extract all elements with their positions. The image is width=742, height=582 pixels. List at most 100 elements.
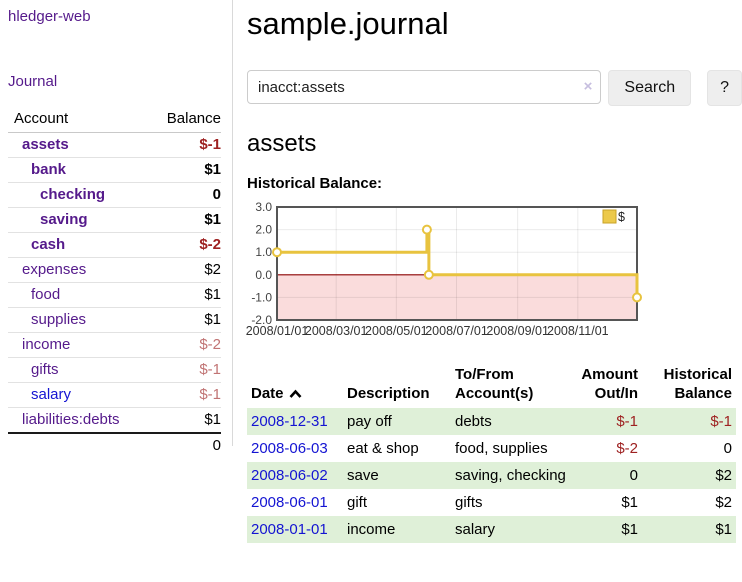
- legend-label: $: [618, 210, 625, 224]
- x-axis-tick-label: 2008/03/01: [305, 324, 368, 338]
- data-point-marker: [423, 269, 434, 280]
- data-point-marker: [421, 224, 432, 235]
- x-axis-tick-label: 2008/07/01: [425, 324, 488, 338]
- accounts-table-body: assets $-1 bank $1 checking 0 saving $1 cash $-2 e…: [8, 132, 221, 434]
- account-balance: $-2: [151, 332, 221, 358]
- sidebar-account-food[interactable]: food: [31, 286, 61, 303]
- accounts-col-account: Account: [8, 108, 152, 133]
- sidebar-account-income[interactable]: income: [22, 336, 71, 353]
- y-axis-tick-label: -1.0: [251, 290, 272, 304]
- y-axis-tick-label: -2.0: [251, 313, 272, 327]
- account-balance: $1: [151, 282, 221, 308]
- transaction-balance: $2: [715, 467, 732, 484]
- y-axis-tick-label: 3.0: [255, 200, 272, 214]
- sidebar-account-checking[interactable]: checking: [40, 186, 106, 203]
- transaction-balance: $-1: [710, 413, 732, 430]
- accounts-total-value: 0: [151, 432, 221, 458]
- transaction-balance: $2: [715, 494, 732, 511]
- brand-link[interactable]: hledger-web: [8, 8, 91, 25]
- transaction-date-link[interactable]: 2008-06-03: [251, 440, 328, 457]
- account-balance: $1: [151, 207, 221, 233]
- account-row: gifts $-1: [8, 357, 221, 383]
- register-table: Date Description To/From Account(s) Amount Ou…: [247, 363, 736, 543]
- transaction-row: 2008-06-03 eat & shop food, supplies $-2 0: [247, 435, 736, 462]
- transaction-description: income: [347, 521, 396, 538]
- y-axis-tick-label: 1.0: [255, 245, 272, 259]
- transaction-accounts: food, supplies: [455, 440, 548, 457]
- sidebar: hledger-web Journal Account Balance asse…: [0, 0, 233, 458]
- account-heading: assets: [247, 130, 317, 157]
- register-header-row: Date Description To/From Account(s) Amount Ou…: [247, 363, 736, 408]
- account-row: bank $1: [8, 157, 221, 183]
- register-col-header-description: Description: [347, 385, 430, 402]
- account-row: food $1: [8, 282, 221, 308]
- x-axis-tick-label: 2008/05/01: [365, 324, 428, 338]
- search-button[interactable]: Search: [608, 70, 692, 106]
- chart-heading: Historical Balance:: [247, 175, 383, 192]
- x-axis-tick-label: 2008/09/01: [486, 324, 549, 338]
- register-table-body: 2008-12-31 pay off debts $-1 $-1 2008-06-03 ea…: [247, 408, 736, 543]
- sidebar-account-gifts[interactable]: gifts: [31, 361, 59, 378]
- transaction-row: 2008-12-31 pay off debts $-1 $-1: [247, 408, 736, 435]
- transaction-balance: $1: [715, 521, 732, 538]
- sidebar-account-assets[interactable]: assets: [22, 136, 69, 153]
- account-balance: $2: [151, 257, 221, 283]
- page-title: sample.journal: [247, 6, 449, 41]
- transaction-description: save: [347, 467, 379, 484]
- account-balance: $1: [151, 157, 221, 183]
- transaction-balance: 0: [723, 440, 732, 457]
- transaction-accounts: debts: [455, 413, 492, 430]
- account-row: liabilities:debts $1: [8, 407, 221, 434]
- account-balance: $1: [151, 307, 221, 333]
- transaction-description: eat & shop: [347, 440, 419, 457]
- register-col-header-to-from: To/From Account(s): [455, 366, 534, 402]
- transaction-date-link[interactable]: 2008-06-01: [251, 494, 328, 511]
- chart-border: [276, 206, 638, 321]
- account-row: assets $-1: [8, 132, 221, 158]
- transaction-accounts: saving, checking: [455, 467, 566, 484]
- sidebar-account-cash[interactable]: cash: [31, 236, 66, 253]
- account-balance: $-1: [151, 132, 221, 158]
- transaction-description: gift: [347, 494, 368, 511]
- account-row: income $-2: [8, 332, 221, 358]
- sidebar-account-saving[interactable]: saving: [40, 211, 88, 228]
- transaction-date-link[interactable]: 2008-12-31: [251, 413, 328, 430]
- transaction-amount: 0: [629, 467, 638, 484]
- sidebar-account-supplies[interactable]: supplies: [31, 311, 87, 328]
- data-point-marker: [272, 247, 282, 258]
- search-input[interactable]: [247, 70, 602, 104]
- negative-region: [277, 274, 637, 320]
- accounts-table: Account Balance assets $-1 bank $1 checking 0…: [8, 108, 221, 458]
- transaction-row: 2008-06-01 gift gifts $1 $2: [247, 489, 736, 516]
- sidebar-account-liabilities-debts[interactable]: liabilities:debts: [22, 411, 120, 428]
- sidebar-item-journal[interactable]: Journal: [8, 73, 58, 90]
- register-col-header-historical: Historical Balance: [663, 366, 732, 402]
- transaction-date-link[interactable]: 2008-01-01: [251, 521, 328, 538]
- historical-balance-chart: $3.0 2.0 1.0 0.0 -1.0 -2.0 2008/01/01 2008/03/0…: [246, 200, 742, 342]
- account-row: salary $-1: [8, 382, 221, 408]
- account-row: supplies $1: [8, 307, 221, 333]
- account-row: saving $1: [8, 207, 221, 233]
- account-balance: $-1: [151, 357, 221, 383]
- sidebar-account-expenses[interactable]: expenses: [22, 261, 87, 278]
- transaction-description: pay off: [347, 413, 392, 430]
- sidebar-account-bank[interactable]: bank: [31, 161, 67, 178]
- transaction-date-link[interactable]: 2008-06-02: [251, 467, 328, 484]
- account-row: expenses $2: [8, 257, 221, 283]
- accounts-header-row: Account Balance: [8, 108, 221, 133]
- sidebar-account-salary[interactable]: salary: [31, 386, 72, 403]
- register-col-header-date[interactable]: Date: [247, 363, 343, 408]
- accounts-col-balance: Balance: [151, 108, 221, 133]
- clear-search-icon[interactable]: ×: [583, 78, 593, 95]
- x-axis-tick-label: 2008/11/01: [547, 324, 609, 338]
- main-content: sample.journal × Search ? assets Histori…: [233, 0, 742, 543]
- help-button[interactable]: ?: [707, 70, 742, 106]
- transaction-accounts: gifts: [455, 494, 483, 511]
- y-axis-tick-label: 2.0: [255, 223, 272, 237]
- y-axis-tick-label: 0.0: [255, 268, 272, 282]
- account-balance: 0: [151, 182, 221, 208]
- account-row: checking 0: [8, 182, 221, 208]
- legend-swatch: [602, 209, 617, 224]
- transaction-amount: $1: [621, 521, 638, 538]
- account-balance: $-1: [151, 382, 221, 408]
